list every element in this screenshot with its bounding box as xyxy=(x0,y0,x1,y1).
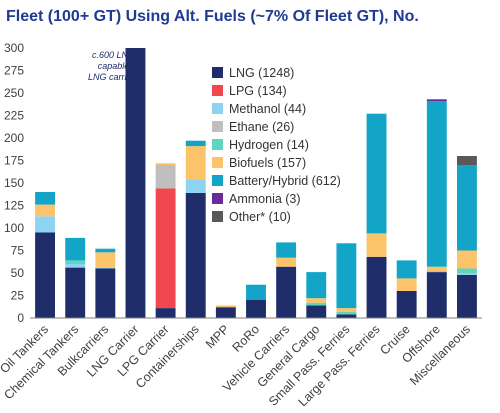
y-tick-label: 200 xyxy=(4,131,24,145)
bar-segment xyxy=(426,266,447,272)
y-tick-label: 75 xyxy=(11,244,25,258)
bar-segment xyxy=(336,243,357,309)
y-tick-label: 100 xyxy=(4,221,24,235)
bar-segment xyxy=(185,192,206,318)
bar-segment xyxy=(125,48,146,318)
bar-segment xyxy=(65,237,86,261)
legend-swatch xyxy=(212,67,223,78)
y-tick-label: 0 xyxy=(17,311,24,325)
legend-swatch xyxy=(212,211,223,222)
bar-segment xyxy=(215,307,236,318)
legend-swatch xyxy=(212,121,223,132)
bar-segment xyxy=(185,140,206,147)
legend-label: Biofuels (157) xyxy=(229,156,306,170)
bar-segment xyxy=(426,99,447,102)
legend-label: Ammonia (3) xyxy=(229,192,301,206)
bar-segment xyxy=(366,256,387,318)
bar-segment xyxy=(276,242,297,258)
bar-segment xyxy=(95,252,116,268)
bar-segment xyxy=(155,308,176,318)
bar-segment xyxy=(396,291,417,318)
bar-segment xyxy=(306,272,327,299)
annotation-text: c.600 LNG xyxy=(92,50,135,60)
bar-segment xyxy=(65,267,86,318)
bar-segment xyxy=(336,308,357,312)
bar-segment xyxy=(456,165,477,251)
bar-segment xyxy=(65,260,86,264)
bar-segment xyxy=(65,264,86,268)
bar-segment xyxy=(276,257,297,267)
legend-label: Battery/Hybrid (612) xyxy=(229,174,341,188)
bar-segment xyxy=(185,179,206,193)
chart-title: Fleet (100+ GT) Using Alt. Fuels (~7% Of… xyxy=(6,8,419,25)
legend-label: LNG (1248) xyxy=(229,66,294,80)
legend-swatch xyxy=(212,103,223,114)
bar-segment xyxy=(336,311,357,315)
bar-segment xyxy=(95,248,116,253)
y-tick-label: 125 xyxy=(4,199,24,213)
bar-segment xyxy=(426,271,447,273)
bar-segment xyxy=(35,216,56,233)
bar-segment xyxy=(306,302,327,306)
bar-segment xyxy=(276,266,297,318)
y-tick-label: 250 xyxy=(4,86,24,100)
legend-swatch xyxy=(212,85,223,96)
y-tick-label: 225 xyxy=(4,109,24,123)
bar-segment xyxy=(35,192,56,205)
bar-segment xyxy=(396,260,417,279)
bar-segment xyxy=(306,298,327,303)
bar-segment xyxy=(426,101,447,267)
bar-segment xyxy=(456,250,477,269)
legend-label: Other* (10) xyxy=(229,210,291,224)
bar-segment xyxy=(246,284,266,300)
bar-segment xyxy=(155,163,176,165)
bar-segment xyxy=(366,233,387,257)
bar-segment xyxy=(456,273,477,275)
bar-segment xyxy=(306,305,327,318)
bar-segment xyxy=(456,268,477,273)
y-tick-label: 175 xyxy=(4,154,24,168)
bar-segment xyxy=(336,314,357,318)
legend-swatch xyxy=(212,175,223,186)
y-tick-label: 275 xyxy=(4,64,24,78)
annotation-text: LNG carriers xyxy=(88,72,140,82)
legend-swatch xyxy=(212,157,223,168)
legend-label: Methanol (44) xyxy=(229,102,306,116)
legend-label: Hydrogen (14) xyxy=(229,138,309,152)
y-tick-label: 50 xyxy=(11,266,25,280)
y-tick-label: 150 xyxy=(4,176,24,190)
bar-segment xyxy=(215,305,236,308)
bar-segment xyxy=(246,300,266,318)
bar-segment xyxy=(35,232,56,318)
bar-segment xyxy=(185,146,206,180)
y-tick-label: 300 xyxy=(4,41,24,55)
bar-segment xyxy=(155,165,176,189)
legend-swatch xyxy=(212,193,223,204)
bar-segment xyxy=(95,268,116,318)
y-tick-label: 25 xyxy=(11,289,25,303)
bar-segment xyxy=(155,188,176,309)
annotation-text: capable xyxy=(98,61,130,71)
bar-segment xyxy=(456,274,477,318)
bar-segment xyxy=(456,156,477,165)
bar-segment xyxy=(35,204,56,217)
legend-label: Ethane (26) xyxy=(229,120,294,134)
bar-segment xyxy=(366,113,387,234)
bar-segment xyxy=(95,267,116,269)
legend-swatch xyxy=(212,139,223,150)
bar-segment xyxy=(396,278,417,291)
x-category-label: MPP xyxy=(203,322,232,351)
bar-segment xyxy=(426,272,447,318)
legend-label: LPG (134) xyxy=(229,84,287,98)
